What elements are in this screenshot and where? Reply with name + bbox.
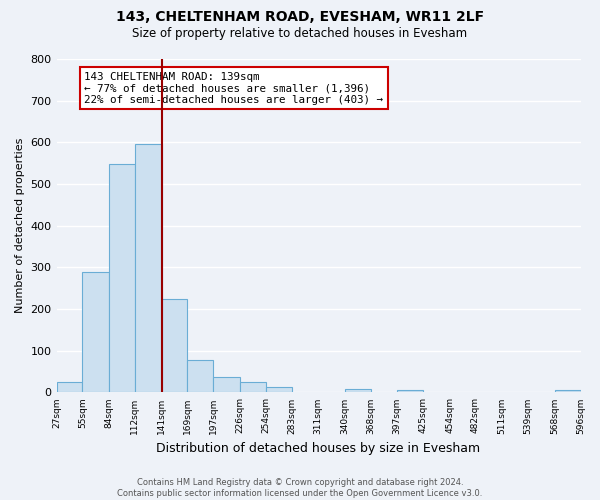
Text: 143, CHELTENHAM ROAD, EVESHAM, WR11 2LF: 143, CHELTENHAM ROAD, EVESHAM, WR11 2LF	[116, 10, 484, 24]
Text: Contains HM Land Registry data © Crown copyright and database right 2024.
Contai: Contains HM Land Registry data © Crown c…	[118, 478, 482, 498]
Bar	[345, 389, 371, 392]
Bar	[397, 390, 423, 392]
Bar	[213, 377, 240, 392]
Bar	[187, 360, 213, 392]
Bar	[82, 272, 109, 392]
Bar	[109, 164, 135, 392]
Text: 143 CHELTENHAM ROAD: 139sqm
← 77% of detached houses are smaller (1,396)
22% of : 143 CHELTENHAM ROAD: 139sqm ← 77% of det…	[84, 72, 383, 104]
Bar	[56, 382, 82, 392]
Bar	[161, 298, 187, 392]
Bar	[135, 144, 161, 392]
Bar	[266, 388, 292, 392]
X-axis label: Distribution of detached houses by size in Evesham: Distribution of detached houses by size …	[157, 442, 481, 455]
Bar	[555, 390, 581, 392]
Bar	[240, 382, 266, 392]
Text: Size of property relative to detached houses in Evesham: Size of property relative to detached ho…	[133, 28, 467, 40]
Y-axis label: Number of detached properties: Number of detached properties	[15, 138, 25, 314]
